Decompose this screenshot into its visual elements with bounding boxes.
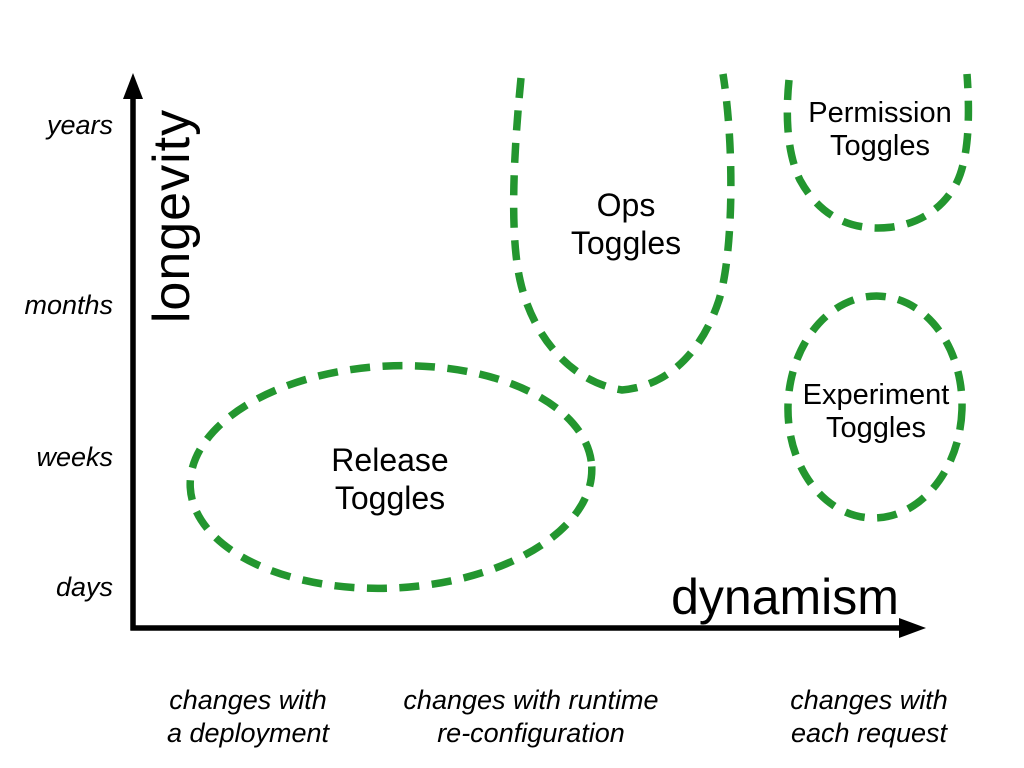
experiment-toggles-label: Experiment Toggles <box>766 379 986 445</box>
x-annotation-runtime-line1: changes with runtime <box>403 685 659 715</box>
experiment-toggles-label-line2: Toggles <box>826 412 926 444</box>
experiment-toggles-label-line1: Experiment <box>802 379 950 411</box>
y-axis-arrowhead-icon <box>123 73 143 99</box>
y-tick-years: years <box>46 110 113 140</box>
x-annotation-request: changes with each request <box>739 684 999 750</box>
permission-toggles-label-line1: Permission <box>808 97 952 129</box>
ops-toggles-label: Ops Toggles <box>516 186 736 262</box>
x-annotation-deployment-line1: changes with <box>169 685 327 715</box>
ops-toggles-label-line1: Ops <box>596 187 656 223</box>
x-axis-label: dynamism <box>671 569 899 625</box>
permission-toggles-label-line2: Toggles <box>830 130 930 162</box>
y-tick-months: months <box>24 290 113 320</box>
y-tick-days: days <box>55 572 113 602</box>
ops-toggles-region-outline <box>509 73 735 394</box>
release-toggles-label-line1: Release <box>331 442 449 478</box>
x-annotation-deployment: changes with a deployment <box>118 684 378 750</box>
x-annotation-deployment-line2: a deployment <box>166 718 330 748</box>
release-toggles-region-outline <box>186 361 596 593</box>
ops-toggles-label-line2: Toggles <box>570 225 682 261</box>
permission-toggles-region-outline <box>783 73 973 232</box>
x-annotation-runtime-line2: re-configuration <box>437 718 625 748</box>
x-annotation-runtime: changes with runtime re-configuration <box>381 684 681 750</box>
x-axis-arrowhead-icon <box>899 618 926 638</box>
y-tick-weeks: weeks <box>36 442 113 472</box>
x-annotation-request-line2: each request <box>790 718 948 748</box>
release-toggles-label: Release Toggles <box>260 441 520 517</box>
y-axis-label: longevity <box>143 108 201 324</box>
release-toggles-label-line2: Toggles <box>334 480 446 516</box>
permission-toggles-label: Permission Toggles <box>770 97 990 163</box>
x-annotation-request-line1: changes with <box>790 685 948 715</box>
experiment-toggles-region-outline <box>784 292 966 522</box>
